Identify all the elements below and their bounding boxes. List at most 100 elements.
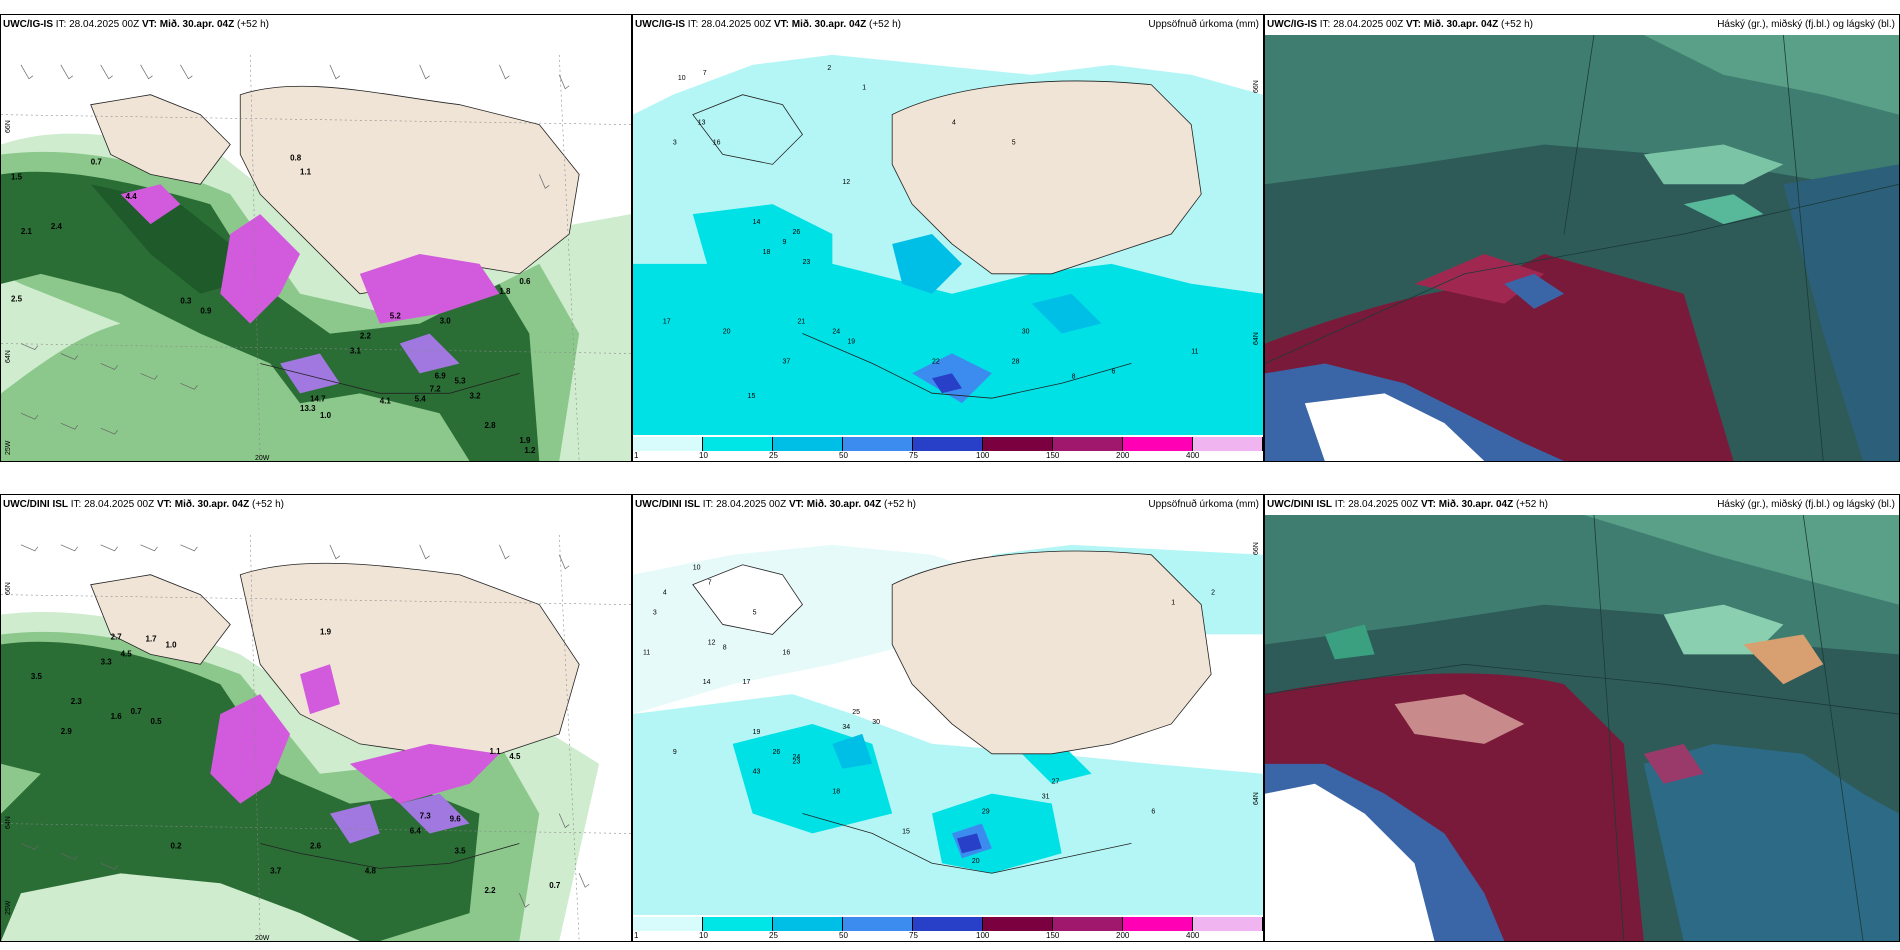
svg-text:20: 20: [972, 858, 980, 865]
svg-text:18: 18: [763, 249, 771, 256]
svg-text:17: 17: [663, 319, 671, 326]
svg-text:37: 37: [783, 358, 791, 365]
lon-label-bottom: 20W: [255, 935, 270, 942]
svg-text:21: 21: [797, 319, 805, 326]
svg-text:11: 11: [643, 649, 650, 656]
svg-text:12: 12: [708, 639, 716, 646]
svg-text:4.8: 4.8: [365, 866, 377, 875]
svg-text:13.3: 13.3: [300, 404, 316, 413]
lat-label-bottom: 64N: [1253, 332, 1260, 345]
panel-title: Uppsöfnuð úrkoma (mm): [1148, 19, 1259, 30]
svg-text:2: 2: [1211, 590, 1215, 597]
cloud-map: [1265, 515, 1899, 941]
svg-text:2.2: 2.2: [484, 886, 496, 895]
svg-text:1.1: 1.1: [489, 747, 501, 756]
svg-text:1.2: 1.2: [524, 446, 536, 455]
svg-text:34: 34: [842, 724, 850, 731]
svg-text:0.7: 0.7: [91, 157, 103, 166]
svg-text:6.4: 6.4: [410, 827, 422, 836]
lead-time: (+52 h): [1516, 499, 1548, 510]
lead-time: (+52 h): [252, 499, 284, 510]
colorbar-label: 25: [769, 451, 778, 460]
svg-text:4.5: 4.5: [121, 649, 133, 658]
colorbar-swatch: [1193, 917, 1263, 931]
svg-text:2: 2: [827, 65, 831, 72]
svg-text:14.7: 14.7: [310, 394, 326, 403]
svg-text:20: 20: [723, 329, 731, 336]
svg-text:19: 19: [753, 729, 761, 736]
svg-text:31: 31: [1042, 794, 1050, 801]
lead-time: (+52 h): [869, 19, 901, 30]
panel-header: UWC/DINI ISL IT: 28.04.2025 00Z VT: Mið.…: [1, 495, 631, 515]
snow-map: 0.7 0.8 1.1 1.5 2.4 2.1 4.4 0.3 0.9 2.5 5.2 3.0 …: [1, 35, 631, 461]
svg-text:24: 24: [832, 329, 840, 336]
svg-text:6.9: 6.9: [435, 371, 447, 380]
svg-text:5: 5: [1012, 139, 1016, 146]
svg-text:4: 4: [663, 590, 667, 597]
svg-text:3.0: 3.0: [440, 317, 452, 326]
svg-text:3.2: 3.2: [470, 391, 482, 400]
colorbar-swatch: [1123, 917, 1193, 931]
init-time: 28.04.2025 00Z: [1348, 499, 1419, 510]
panel-header: UWC/DINI ISL IT: 28.04.2025 00Z VT: Mið.…: [1265, 495, 1899, 515]
colorbar-swatch: [1193, 437, 1263, 451]
panel-precip-dini: UWC/DINI ISL IT: 28.04.2025 00Z VT: Mið.…: [632, 494, 1264, 942]
colorbar-swatch: [913, 917, 983, 931]
svg-text:43: 43: [753, 769, 761, 776]
colorbar-label: 150: [1046, 451, 1060, 460]
colorbar-swatch: [703, 437, 773, 451]
colorbar-swatch: [983, 437, 1053, 451]
precip-map: 10 7 4 3 12 8 5 16 17 25 34 30 14 19 26 23 43 9 11 18…: [633, 515, 1263, 915]
colorbar-label: 75: [909, 931, 918, 940]
svg-text:1.6: 1.6: [111, 712, 123, 721]
svg-text:0.7: 0.7: [131, 707, 143, 716]
svg-text:3: 3: [653, 610, 657, 617]
init-time: 28.04.2025 00Z: [701, 19, 772, 30]
svg-text:10: 10: [693, 565, 701, 572]
svg-text:5: 5: [753, 610, 757, 617]
colorbar-swatch: [1053, 917, 1123, 931]
svg-text:12: 12: [842, 179, 850, 186]
svg-text:16: 16: [713, 139, 721, 146]
svg-text:7: 7: [703, 70, 707, 77]
svg-text:1.9: 1.9: [320, 627, 332, 636]
svg-text:13: 13: [698, 120, 706, 127]
svg-text:1.0: 1.0: [320, 411, 332, 420]
colorbar-label: 400: [1186, 931, 1200, 940]
colorbar-label: 50: [839, 451, 848, 460]
panel-header: UWC/DINI ISL IT: 28.04.2025 00Z VT: Mið.…: [633, 495, 1263, 515]
svg-text:0.7: 0.7: [549, 881, 561, 890]
svg-text:0.5: 0.5: [151, 717, 163, 726]
svg-text:17: 17: [743, 679, 751, 686]
svg-text:1.0: 1.0: [165, 640, 177, 649]
svg-text:1.8: 1.8: [499, 287, 511, 296]
colorbar-label: 100: [976, 451, 990, 460]
colorbar-swatch: [843, 917, 913, 931]
svg-text:0.3: 0.3: [180, 297, 192, 306]
svg-text:2.8: 2.8: [484, 421, 496, 430]
precip-map: 10 7 2 1 3 13 16 4 5 14 9 18 26 23 12 21 17 20 37 15 2…: [633, 35, 1263, 435]
panel-title: Háský (gr.), miðský (fj.bl.) og lágský (…: [1717, 499, 1895, 510]
init-time: 28.04.2025 00Z: [69, 19, 140, 30]
colorbar-swatch: [1053, 437, 1123, 451]
svg-text:29: 29: [982, 809, 990, 816]
svg-text:3.1: 3.1: [350, 347, 362, 356]
colorbar: 1 10 25 50 75 100 150 200 400: [633, 435, 1263, 461]
colorbar-label: 150: [1046, 931, 1060, 940]
colorbar-swatch: [1123, 437, 1193, 451]
valid-time: Mið. 30.apr. 04Z: [1438, 499, 1514, 510]
lon-label-left: 25W: [5, 900, 12, 915]
panel-title: Háský (gr.), miðský (fj.bl.) og lágský (…: [1717, 19, 1895, 30]
panel-header: UWC/IG-IS IT: 28.04.2025 00Z VT: Mið. 30…: [1, 15, 631, 35]
svg-text:8: 8: [1072, 373, 1076, 380]
lat-label-bottom: 64N: [5, 816, 12, 829]
svg-text:4.5: 4.5: [509, 752, 521, 761]
model-name: UWC/IG-IS: [635, 19, 685, 30]
svg-text:3.3: 3.3: [101, 657, 113, 666]
valid-time: Mið. 30.apr. 04Z: [174, 499, 250, 510]
svg-text:1.9: 1.9: [519, 436, 531, 445]
valid-time: Mið. 30.apr. 04Z: [791, 19, 867, 30]
svg-text:0.8: 0.8: [290, 153, 302, 162]
panel-snow-ig: UWC/IG-IS IT: 28.04.2025 00Z VT: Mið. 30…: [0, 14, 632, 462]
svg-text:23: 23: [802, 259, 810, 266]
